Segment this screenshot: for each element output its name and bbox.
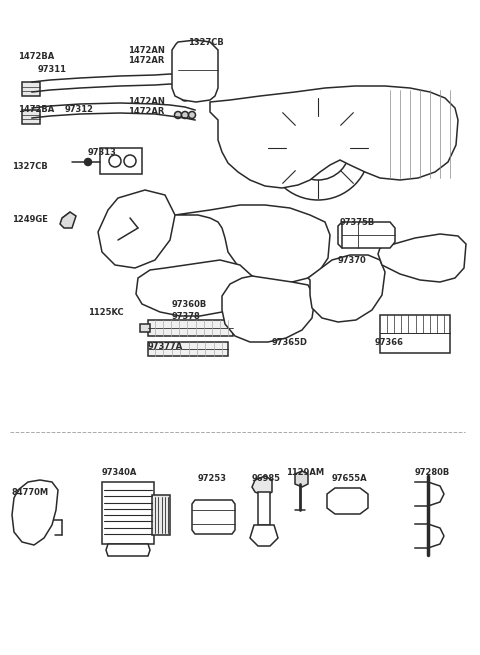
Polygon shape xyxy=(250,525,278,546)
Polygon shape xyxy=(172,40,218,102)
Circle shape xyxy=(181,111,189,119)
Circle shape xyxy=(286,116,350,180)
Circle shape xyxy=(181,93,189,101)
Bar xyxy=(148,342,228,356)
Text: 1249GE: 1249GE xyxy=(12,215,48,224)
Text: 97377A: 97377A xyxy=(148,342,183,351)
Polygon shape xyxy=(210,86,458,188)
Circle shape xyxy=(198,502,228,532)
Polygon shape xyxy=(136,260,252,316)
Polygon shape xyxy=(175,205,330,282)
Text: 97370: 97370 xyxy=(338,256,367,265)
Text: 1472AR: 1472AR xyxy=(128,107,164,116)
Circle shape xyxy=(175,111,181,119)
Text: 97280B: 97280B xyxy=(415,468,450,477)
Bar xyxy=(100,148,142,174)
Bar xyxy=(22,82,40,96)
Circle shape xyxy=(189,83,195,90)
Circle shape xyxy=(189,111,195,119)
Text: 97366: 97366 xyxy=(375,338,404,347)
Circle shape xyxy=(181,83,189,90)
Text: 1472AN: 1472AN xyxy=(128,97,165,106)
Polygon shape xyxy=(252,476,272,496)
Text: 1327CB: 1327CB xyxy=(12,162,48,171)
Bar xyxy=(102,482,154,544)
Bar xyxy=(22,110,40,124)
Text: 1472BA: 1472BA xyxy=(18,105,54,114)
Polygon shape xyxy=(295,471,308,487)
Polygon shape xyxy=(258,492,270,525)
Polygon shape xyxy=(12,480,58,545)
Polygon shape xyxy=(378,234,466,282)
Text: 97365D: 97365D xyxy=(272,338,308,347)
Bar xyxy=(152,495,170,535)
Text: 1125KC: 1125KC xyxy=(88,308,124,317)
Circle shape xyxy=(191,91,199,99)
Text: 97313: 97313 xyxy=(88,148,117,157)
Bar xyxy=(148,320,233,336)
Circle shape xyxy=(191,84,199,92)
Circle shape xyxy=(84,159,92,166)
Circle shape xyxy=(266,96,370,200)
Text: 84770M: 84770M xyxy=(12,488,49,497)
Circle shape xyxy=(35,507,41,513)
Text: 97253: 97253 xyxy=(198,474,227,483)
Circle shape xyxy=(109,155,121,167)
Text: 1327CB: 1327CB xyxy=(188,38,224,47)
Text: 1129AM: 1129AM xyxy=(286,468,324,477)
Text: 97375B: 97375B xyxy=(340,218,375,227)
Bar xyxy=(140,324,150,332)
Text: 97655A: 97655A xyxy=(332,474,368,483)
Polygon shape xyxy=(106,544,150,556)
Polygon shape xyxy=(327,488,368,514)
Polygon shape xyxy=(60,212,76,228)
Bar xyxy=(380,315,450,353)
Text: 97340A: 97340A xyxy=(102,468,137,477)
Circle shape xyxy=(181,86,189,94)
Circle shape xyxy=(338,497,346,505)
Polygon shape xyxy=(308,255,385,322)
Polygon shape xyxy=(192,500,235,534)
Circle shape xyxy=(175,83,181,90)
Text: 1472BA: 1472BA xyxy=(18,52,54,61)
Circle shape xyxy=(192,48,200,56)
Polygon shape xyxy=(98,190,175,268)
Text: 97311: 97311 xyxy=(38,65,67,74)
Text: 97312: 97312 xyxy=(65,105,94,114)
Text: 1472AN: 1472AN xyxy=(128,46,165,55)
Circle shape xyxy=(351,497,359,505)
Text: 97360B: 97360B xyxy=(172,300,207,309)
Text: 96985: 96985 xyxy=(252,474,281,483)
Polygon shape xyxy=(338,222,395,248)
Text: 1472AR: 1472AR xyxy=(128,56,164,65)
Text: 97378: 97378 xyxy=(172,312,201,321)
Circle shape xyxy=(124,155,136,167)
Circle shape xyxy=(204,508,222,526)
Polygon shape xyxy=(222,276,315,342)
